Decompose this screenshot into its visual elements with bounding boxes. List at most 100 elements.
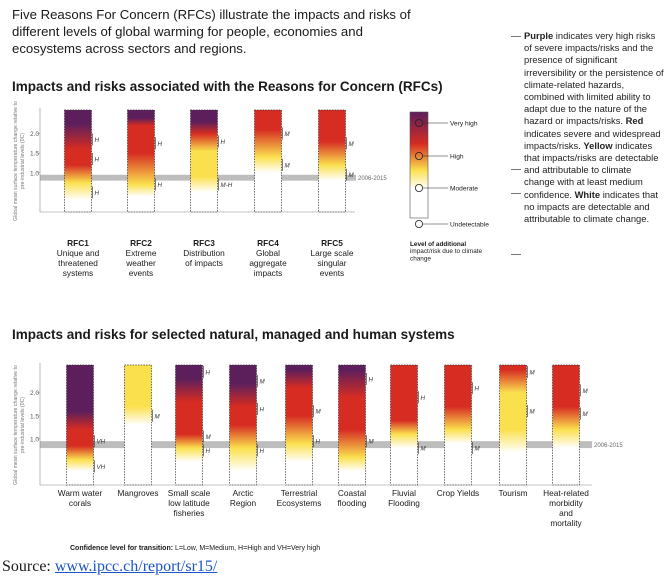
category-desc: impacts xyxy=(254,268,283,278)
intro-text: Five Reasons For Concern (RFCs) illustra… xyxy=(12,7,411,56)
risk-scale-bar xyxy=(409,111,429,219)
category-name: Heat-related xyxy=(543,488,589,498)
category-desc: Global xyxy=(256,248,280,258)
ytick-label: 2.0 xyxy=(30,390,39,397)
transition-label: H xyxy=(260,406,265,413)
risk-scale-title: Level of additional xyxy=(410,241,466,248)
transition-label: H xyxy=(369,376,374,383)
reference-band-label: 2006-2015 xyxy=(358,176,387,182)
yellow-desc: indicates that impacts/risks are detecta… xyxy=(524,139,659,200)
confidence-note: Confidence level for transition: L=Low, … xyxy=(70,545,320,552)
legend-description: Purple indicates very high risks of seve… xyxy=(511,30,664,255)
ylabel-line: pre-industrial levels (0C) xyxy=(20,133,26,189)
reference-band-label: 2006-2015 xyxy=(594,443,623,449)
category-name: Mangroves xyxy=(117,488,158,498)
source-prefix: Source: xyxy=(2,558,55,575)
risk-bar xyxy=(190,109,218,213)
risk-level-label: Very high xyxy=(450,120,478,127)
risk-bar xyxy=(318,109,346,213)
category-name: mortality xyxy=(550,518,582,528)
ytick-label: 1.5 xyxy=(30,413,39,420)
category-desc: Extreme xyxy=(126,248,157,258)
transition-label: H xyxy=(475,386,480,393)
category-name: Ecosystems xyxy=(277,498,322,508)
reference-band xyxy=(40,441,592,449)
transition-label: M xyxy=(316,409,322,416)
transition-label: H xyxy=(158,141,163,148)
red-desc: indicates severe and widespread impacts/… xyxy=(524,127,661,151)
chart1-title: Impacts and risks associated with the Re… xyxy=(12,79,443,94)
category-name: Arctic xyxy=(233,488,254,498)
transition-label: H xyxy=(421,395,426,402)
category-desc: events xyxy=(320,268,344,278)
category-name: and xyxy=(559,508,573,518)
category-name: RFC2 xyxy=(130,238,152,248)
risk-level-label: Undetectable xyxy=(450,221,489,228)
transition-label: VH xyxy=(97,464,106,471)
transition-label: M xyxy=(530,369,536,376)
category-desc: Large scale xyxy=(311,248,354,258)
category-name: RFC4 xyxy=(257,238,279,248)
category-name: Tourism xyxy=(498,488,527,498)
transition-label: H xyxy=(221,139,226,146)
risk-scale-title: change xyxy=(410,255,431,262)
confidence-label: Confidence level for transition: xyxy=(70,545,174,552)
white-desc: indicates that no impacts are detectable… xyxy=(524,188,658,225)
ylabel-line: Global mean surface temperature change r… xyxy=(13,101,19,221)
category-name: Crop Yields xyxy=(437,488,479,498)
transition-label: M xyxy=(155,413,161,420)
ytick-label: 1.5 xyxy=(30,151,39,158)
transition-label: H xyxy=(260,448,265,455)
risk-bar xyxy=(285,364,313,486)
category-name: Warm water xyxy=(58,488,103,498)
source-link[interactable]: www.ipcc.ch/report/sr15/ xyxy=(54,558,218,575)
ylabel-line: Global mean surface temperature change r… xyxy=(13,365,19,485)
red-word: Red xyxy=(625,115,644,127)
category-desc: of impacts xyxy=(185,258,223,268)
transition-label: M-H xyxy=(221,182,233,189)
category-desc: threatened xyxy=(58,258,98,268)
risk-bar xyxy=(64,109,92,213)
category-desc: weather xyxy=(125,258,156,268)
risk-bar xyxy=(66,364,94,486)
category-name: morbidity xyxy=(549,498,584,508)
transition-label: M xyxy=(349,172,355,179)
risk-bar xyxy=(499,364,527,486)
ylabel-line: pre-industrial levels (0C) xyxy=(20,397,26,453)
category-name: fisheries xyxy=(174,508,205,518)
risk-bar xyxy=(552,364,580,486)
category-name: Coastal xyxy=(338,488,366,498)
purple-word: Purple xyxy=(524,30,554,41)
category-name: RFC3 xyxy=(193,238,215,248)
transition-label: M xyxy=(369,439,375,446)
category-desc: Distribution xyxy=(183,248,225,258)
transition-label: H xyxy=(206,448,211,455)
risk-bar xyxy=(127,109,155,213)
transition-label: M xyxy=(206,434,212,441)
risk-scale-title: impact/risk due to climate xyxy=(410,248,483,255)
transition-label: M xyxy=(285,162,291,169)
transition-label: M xyxy=(583,388,589,395)
transition-label: M xyxy=(349,141,355,148)
category-desc: systems xyxy=(63,268,93,278)
risk-bar xyxy=(124,364,152,486)
ytick-label: 1.0 xyxy=(30,170,39,177)
transition-label: H xyxy=(158,182,163,189)
category-name: Terrestrial xyxy=(281,488,318,498)
ytick-label: 2.0 xyxy=(30,131,39,138)
confidence-text: L=Low, M=Medium, H=High and VH=Very high xyxy=(173,545,321,552)
chart2-title: Impacts and risks for selected natural, … xyxy=(12,327,455,342)
category-name: Small scale xyxy=(168,488,211,498)
category-desc: Unique and xyxy=(57,248,100,258)
transition-label: VH xyxy=(97,439,106,446)
category-name: RFC5 xyxy=(321,238,343,248)
risk-level-label: High xyxy=(450,153,464,160)
category-name: Fluvial xyxy=(392,488,416,498)
risk-bar xyxy=(175,364,203,486)
risk-bar xyxy=(229,364,257,486)
purple-desc: indicates very high risks of severe impa… xyxy=(524,30,664,127)
transition-label: H xyxy=(316,439,321,446)
ytick-label: 1.0 xyxy=(30,436,39,443)
white-word: White xyxy=(574,188,601,200)
source-line: Source: www.ipcc.ch/report/sr15/ xyxy=(2,558,217,576)
